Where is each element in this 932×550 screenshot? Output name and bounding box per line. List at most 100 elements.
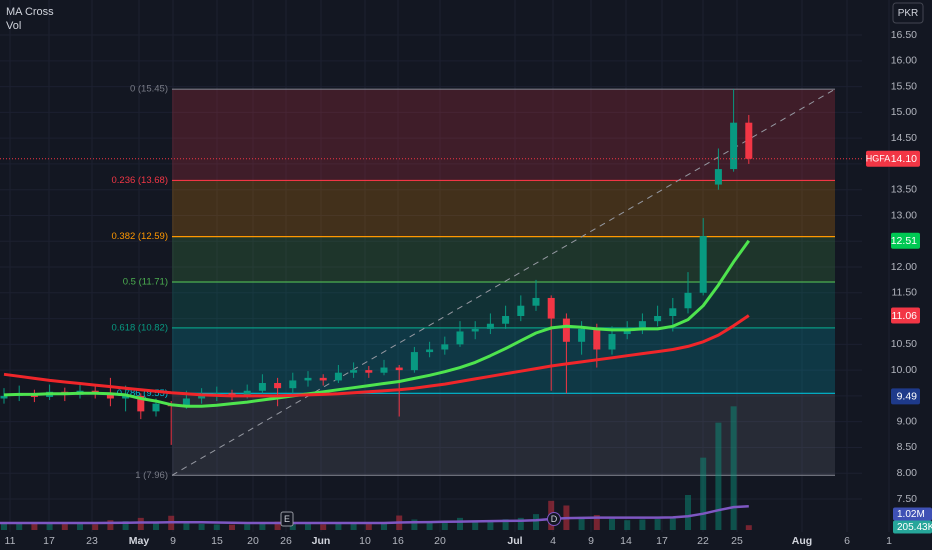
candle-body	[426, 349, 434, 353]
y-tick-label: 9.00	[897, 415, 918, 427]
x-tick-label: Jul	[507, 535, 522, 547]
candle-body	[654, 316, 662, 322]
volume-bar	[669, 516, 676, 530]
y-tick-label: 7.50	[897, 493, 918, 505]
x-tick-label: 25	[731, 535, 743, 547]
candle-body	[562, 318, 570, 342]
fib-label: 0 (15.45)	[130, 84, 168, 95]
x-tick-label: 6	[844, 535, 850, 547]
candle-body	[395, 367, 403, 371]
volume-bar	[153, 523, 159, 530]
candle-body	[198, 395, 206, 399]
y-tick-label: 10.00	[891, 364, 917, 376]
price-badge-label: 11.06	[892, 310, 918, 322]
volume-bar	[61, 524, 68, 530]
legend-indicator: MA Cross	[6, 6, 54, 18]
volume-bar	[289, 523, 296, 530]
volume-bar	[487, 520, 494, 530]
y-tick-label: 11.50	[892, 287, 918, 299]
y-tick-label: 13.00	[891, 209, 917, 221]
fib-label: 0.786 (9.55)	[117, 388, 168, 399]
candle-body	[182, 398, 190, 407]
volume-bar	[578, 516, 585, 530]
fib-band	[172, 327, 835, 394]
currency-box[interactable]	[892, 2, 924, 24]
candle-body	[350, 370, 358, 373]
candle-body	[714, 169, 722, 185]
volume-bar	[457, 517, 463, 530]
fib-band	[172, 89, 835, 181]
x-tick-label: 9	[170, 535, 176, 547]
volume-bar	[441, 521, 448, 530]
volume-bar	[213, 524, 220, 530]
volume-bar	[198, 523, 205, 530]
candle-body	[456, 331, 464, 345]
volume-bar	[16, 523, 23, 530]
candle-body	[410, 352, 418, 371]
plot-area: 0 (15.45) 0.236 (13.68) 0.382 (12.59) 0.5 (…	[0, 84, 862, 530]
grid	[0, 0, 890, 532]
volume-bar	[609, 518, 615, 530]
candle-body	[502, 316, 510, 324]
candle-body	[0, 395, 8, 399]
fib-band	[172, 180, 835, 237]
y-tick-label: 13.50	[891, 183, 917, 195]
candle-body	[289, 380, 297, 389]
volume-bar	[685, 495, 691, 530]
volume-bar	[533, 514, 539, 530]
event-marker[interactable]	[280, 511, 294, 527]
price-badge	[891, 388, 920, 405]
ticker-label: HGFA	[866, 154, 891, 164]
volume-bar	[244, 524, 251, 530]
fib-label: 0.618 (10.82)	[111, 322, 168, 333]
candle-body	[380, 367, 388, 373]
volume-bar	[654, 519, 661, 530]
fib-band	[172, 393, 835, 476]
axes: 7.508.008.509.009.5010.0010.5011.0011.50…	[5, 29, 932, 547]
x-tick-label: 4	[550, 535, 556, 547]
candle-body	[319, 377, 327, 381]
ma-line	[3, 239, 751, 408]
candle-body	[608, 334, 616, 350]
volume-bar	[365, 524, 372, 530]
volume-badge-label: 205.43K	[897, 522, 932, 533]
volume-bar	[320, 524, 327, 530]
candle-body	[699, 236, 707, 293]
candle-body	[547, 297, 555, 319]
fib-label: 1 (7.96)	[135, 470, 168, 481]
event-label: D	[551, 514, 558, 524]
currency[interactable]: PKR	[898, 8, 919, 19]
volume-bar	[137, 517, 144, 530]
event-marker[interactable]	[547, 512, 561, 526]
x-tick-label: 11	[5, 535, 16, 547]
volume-bar	[715, 422, 722, 530]
candle-body	[243, 390, 251, 396]
price-badge	[866, 150, 920, 167]
candle-body	[593, 328, 601, 350]
price-badge	[891, 232, 920, 249]
price-badge-label: 14.10	[891, 153, 917, 165]
volume-bar	[46, 523, 53, 530]
volume-bar	[107, 520, 114, 530]
x-tick-label: 20	[247, 535, 259, 547]
candle-body	[304, 377, 312, 381]
volume-bar	[593, 515, 600, 530]
x-tick-label: 22	[697, 535, 709, 547]
fib-trend-line	[171, 88, 836, 476]
ma-line	[3, 314, 750, 398]
candle-body	[152, 403, 160, 412]
price-badge-label: 9.49	[897, 391, 918, 403]
candle-body	[106, 393, 114, 399]
volume-bar	[1, 522, 7, 530]
y-tick-label: 10.50	[891, 338, 917, 350]
y-tick-label: 12.00	[891, 261, 917, 273]
x-tick-label: May	[129, 535, 150, 547]
volume-bar	[259, 522, 266, 530]
x-tick-label: 10	[359, 535, 371, 547]
y-tick-label: 8.00	[897, 467, 918, 479]
y-tick-label: 8.50	[897, 441, 918, 453]
x-tick-label: 23	[86, 535, 98, 547]
x-tick-label: 1	[886, 535, 892, 547]
